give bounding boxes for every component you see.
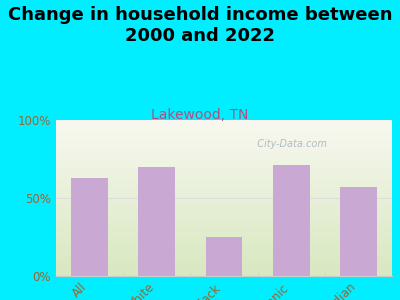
Bar bbox=[206, 237, 242, 276]
Text: Change in household income between
2000 and 2022: Change in household income between 2000 … bbox=[8, 6, 392, 45]
Text: Lakewood, TN: Lakewood, TN bbox=[151, 108, 249, 122]
Bar bbox=[273, 165, 310, 276]
Bar bbox=[138, 167, 175, 276]
Bar bbox=[340, 187, 377, 276]
Text: City-Data.com: City-Data.com bbox=[251, 139, 327, 149]
Bar bbox=[71, 178, 108, 276]
